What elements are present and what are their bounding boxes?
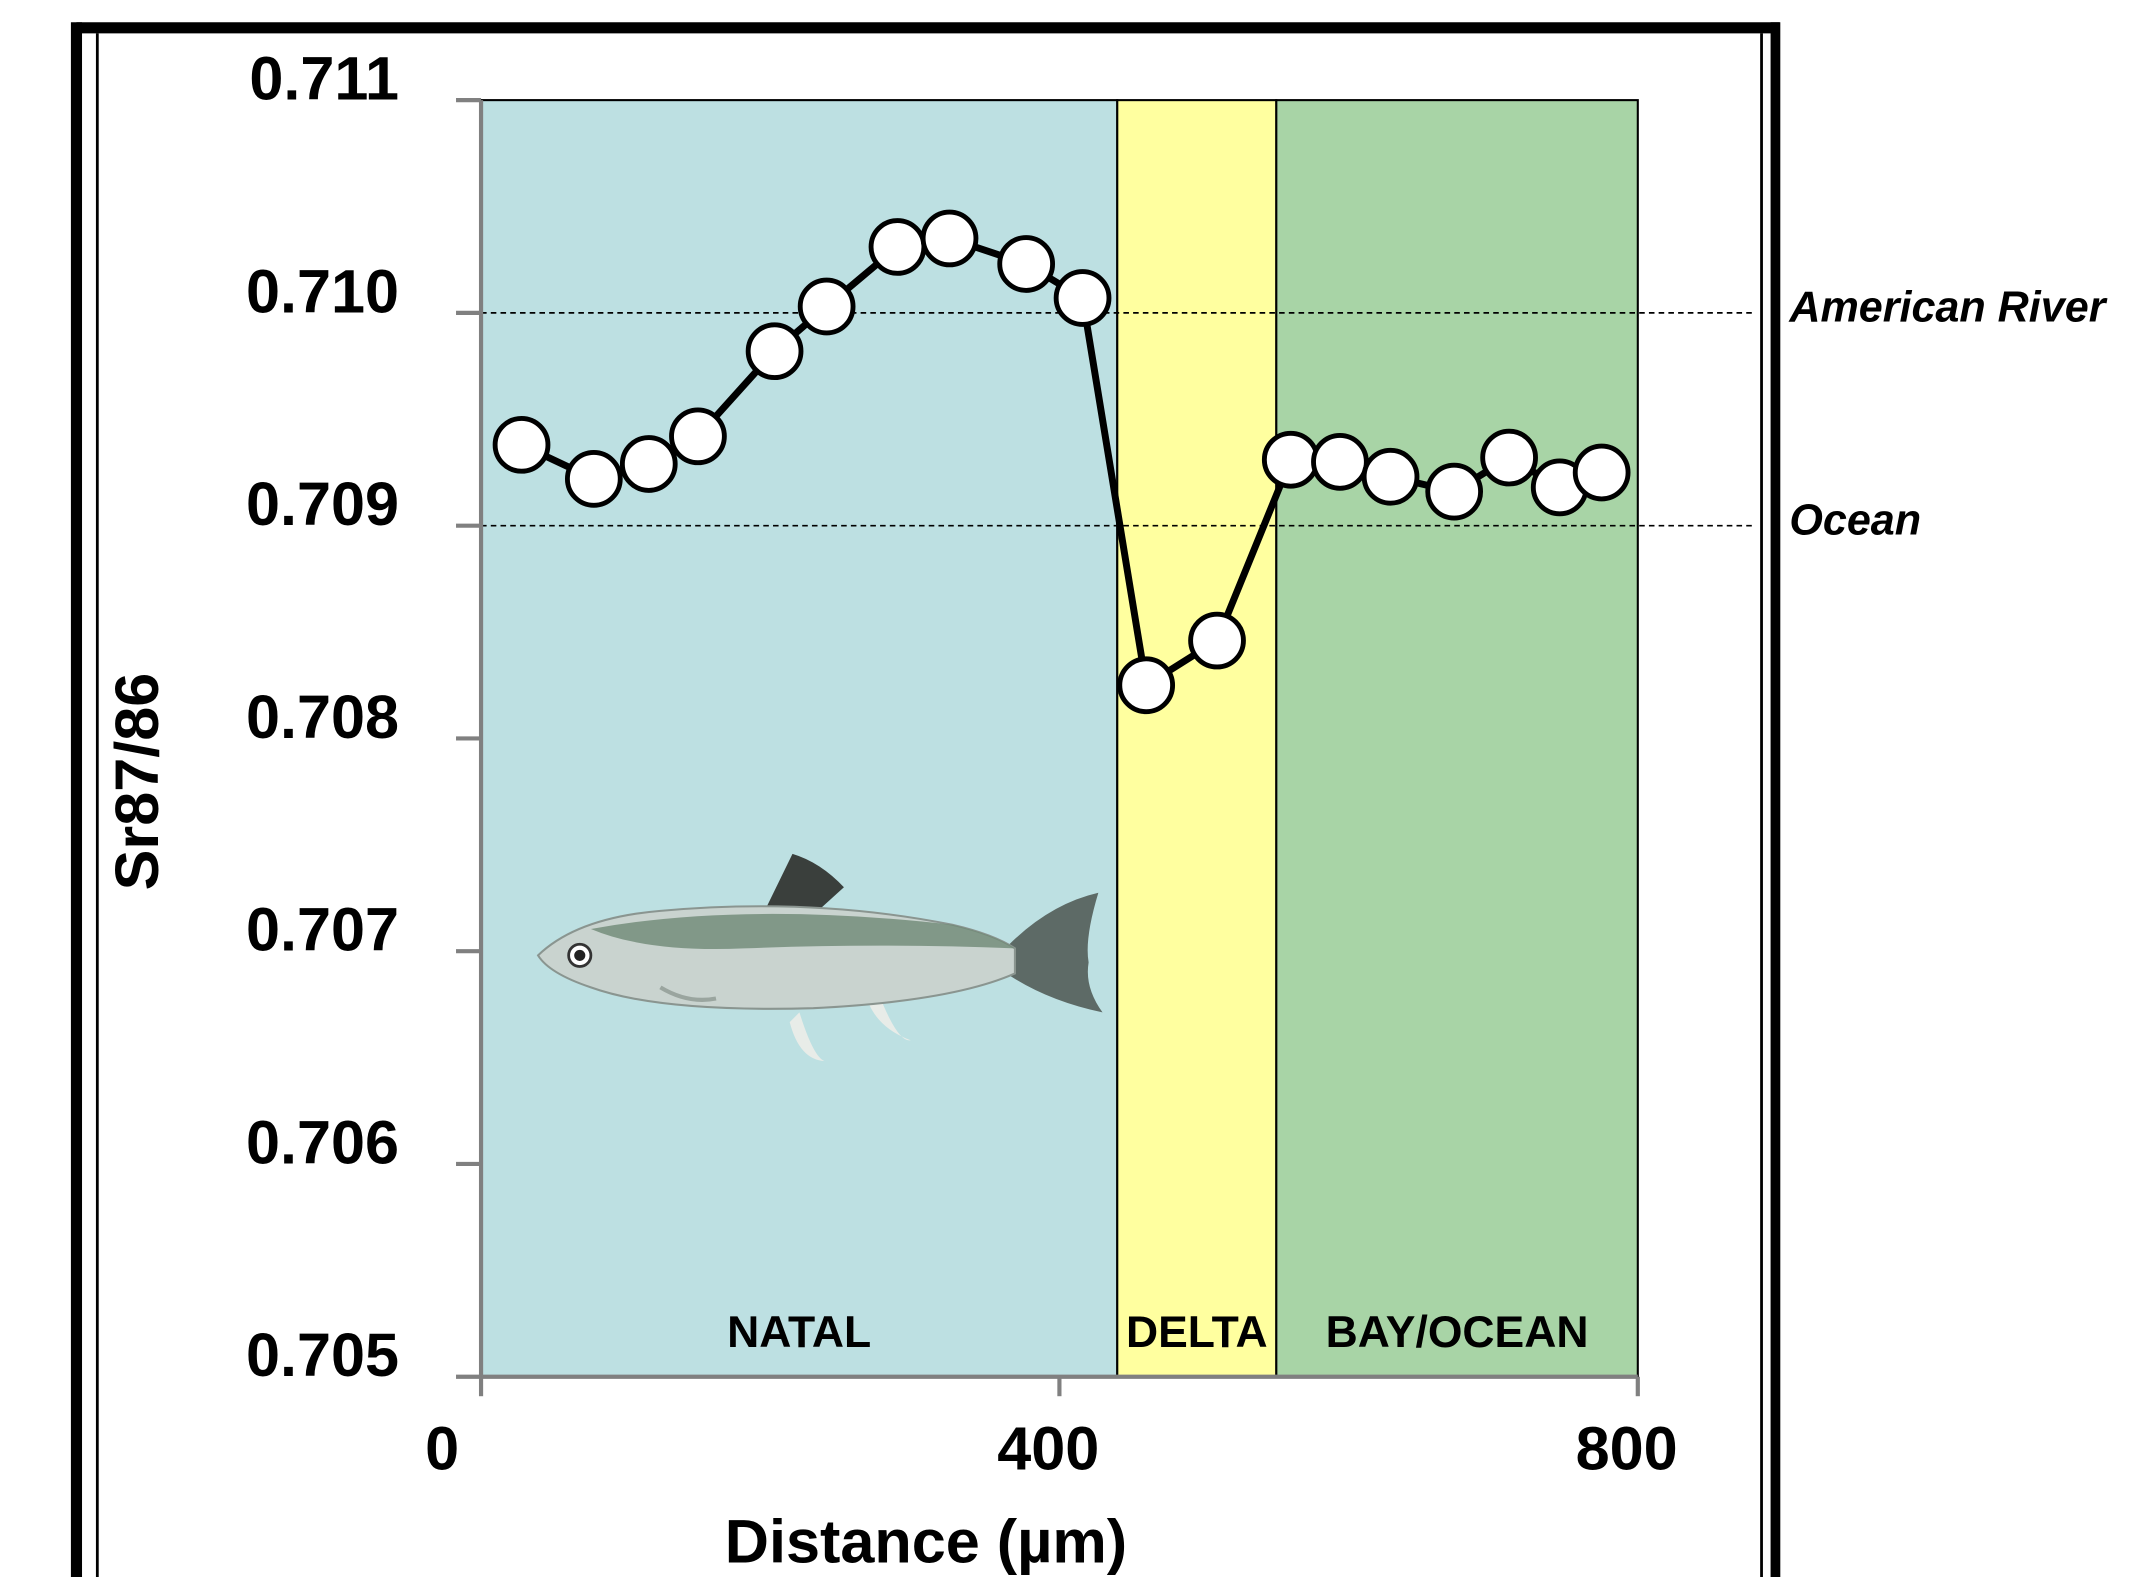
data-point [1428,465,1481,518]
data-point [1314,435,1367,488]
data-point [800,280,853,333]
region [1117,100,1276,1377]
y-tick-label: 0.709 [246,470,399,538]
reference-label: American River [1788,284,2107,332]
page: NATAL DELTA BAY/OCEAN American River Ocean 0… [0,0,2155,1577]
x-tick-label: 0 [425,1414,459,1482]
region [1276,100,1637,1377]
y-axis-title: Sr87/86 [103,673,171,891]
y-tick-label: 0.711 [249,45,399,113]
fish-pupil [574,950,585,961]
data-point [871,221,924,274]
x-tick-label: 400 [997,1414,1099,1482]
y-tick-label: 0.706 [246,1108,399,1176]
data-point [1000,238,1053,291]
data-point [1575,446,1628,499]
region-label: DELTA [1126,1308,1268,1357]
data-point [567,452,620,505]
chart: NATAL DELTA BAY/OCEAN American River Ocean 0… [0,0,2155,1577]
data-point [748,325,801,378]
reference-label: Ocean [1789,496,1921,544]
data-point [1483,431,1536,484]
data-point [1191,614,1244,667]
region-label: BAY/OCEAN [1326,1308,1589,1357]
data-point [495,418,548,471]
data-point [622,438,675,491]
y-tick-label: 0.707 [246,896,399,964]
data-point [1120,659,1173,712]
data-point [1264,433,1317,486]
data-point [672,410,725,463]
y-tick-label: 0.708 [246,683,399,751]
data-point [1056,272,1109,325]
region-label: NATAL [727,1308,871,1357]
data-point [923,212,976,265]
y-tick-label: 0.710 [246,257,399,325]
x-tick-label: 800 [1576,1414,1678,1482]
data-point [1364,450,1417,503]
y-tick-label: 0.705 [246,1321,399,1389]
x-axis-title: Distance (µm) [725,1508,1127,1576]
